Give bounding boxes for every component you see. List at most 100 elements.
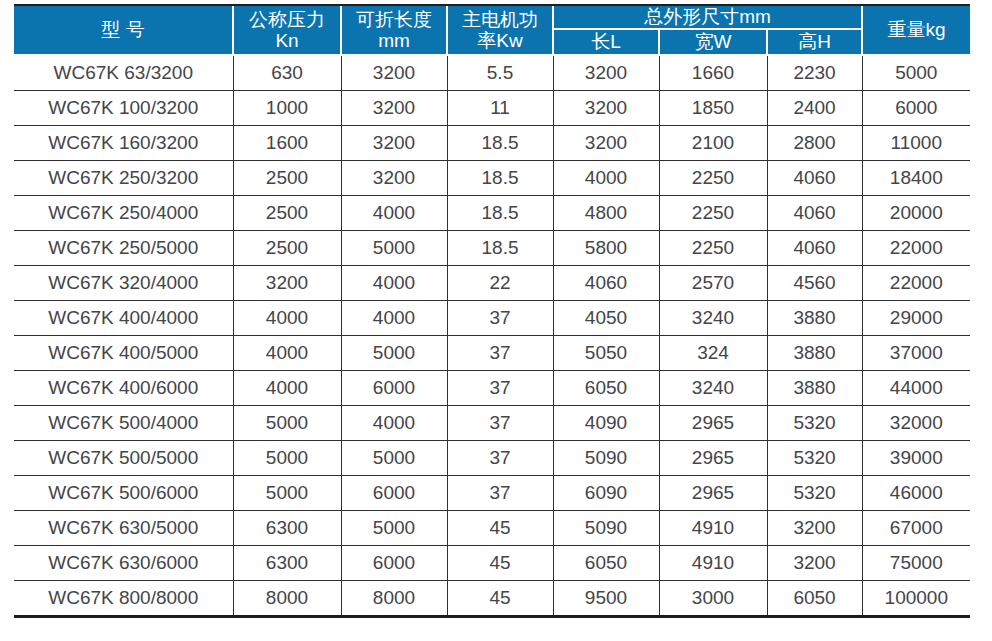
cell-fold-length-mm: 5000 xyxy=(341,511,447,546)
cell-length-l: 4060 xyxy=(553,266,659,301)
cell-length-l: 4800 xyxy=(553,196,659,231)
cell-nominal-pressure-kn: 4000 xyxy=(233,301,341,336)
cell-weight-kg: 5000 xyxy=(862,55,970,91)
cell-model: WC67K 250/3200 xyxy=(14,161,233,196)
cell-fold-length-mm: 6000 xyxy=(341,476,447,511)
cell-length-l: 5090 xyxy=(553,441,659,476)
cell-weight-kg: 22000 xyxy=(862,266,970,301)
cell-weight-kg: 75000 xyxy=(862,546,970,581)
cell-model: WC67K 160/3200 xyxy=(14,126,233,161)
cell-height-h: 3880 xyxy=(767,336,862,371)
cell-motor-power-kw: 37 xyxy=(447,301,553,336)
col-header-model: 型 号 xyxy=(14,6,233,55)
cell-width-w: 324 xyxy=(659,336,767,371)
cell-height-h: 5320 xyxy=(767,441,862,476)
cell-fold-length-mm: 4000 xyxy=(341,406,447,441)
table-row: WC67K 500/500050005000375090296553203900… xyxy=(14,441,970,476)
cell-length-l: 6050 xyxy=(553,371,659,406)
cell-width-w: 2100 xyxy=(659,126,767,161)
cell-model: WC67K 630/5000 xyxy=(14,511,233,546)
cell-nominal-pressure-kn: 2500 xyxy=(233,231,341,266)
cell-height-h: 4060 xyxy=(767,161,862,196)
col-header-nominal-pressure: 公称压力 Kn xyxy=(233,6,341,55)
spec-table: 型 号 公称压力 Kn 可折长度 mm 主电机功 率Kw 总外形尺寸mm xyxy=(14,6,970,615)
cell-motor-power-kw: 18.5 xyxy=(447,161,553,196)
cell-nominal-pressure-kn: 3200 xyxy=(233,266,341,301)
cell-nominal-pressure-kn: 5000 xyxy=(233,406,341,441)
cell-model: WC67K 400/6000 xyxy=(14,371,233,406)
cell-fold-length-mm: 8000 xyxy=(341,581,447,616)
cell-height-h: 4060 xyxy=(767,196,862,231)
table-row: WC67K 630/500063005000455090491032006700… xyxy=(14,511,970,546)
cell-nominal-pressure-kn: 8000 xyxy=(233,581,341,616)
cell-weight-kg: 67000 xyxy=(862,511,970,546)
cell-nominal-pressure-kn: 5000 xyxy=(233,476,341,511)
cell-fold-length-mm: 3200 xyxy=(341,55,447,91)
cell-motor-power-kw: 37 xyxy=(447,336,553,371)
cell-model: WC67K 250/5000 xyxy=(14,231,233,266)
cell-model: WC67K 500/5000 xyxy=(14,441,233,476)
col-header-height-h: 高H xyxy=(767,29,862,55)
cell-height-h: 2400 xyxy=(767,91,862,126)
col-header-weight: 重量kg xyxy=(862,6,970,55)
cell-model: WC67K 63/3200 xyxy=(14,55,233,91)
col-header-fold-length: 可折长度 mm xyxy=(341,6,447,55)
cell-width-w: 1850 xyxy=(659,91,767,126)
cell-width-w: 3240 xyxy=(659,371,767,406)
cell-width-w: 3240 xyxy=(659,301,767,336)
cell-weight-kg: 100000 xyxy=(862,581,970,616)
cell-nominal-pressure-kn: 6300 xyxy=(233,546,341,581)
cell-motor-power-kw: 18.5 xyxy=(447,196,553,231)
cell-fold-length-mm: 4000 xyxy=(341,266,447,301)
cell-model: WC67K 400/5000 xyxy=(14,336,233,371)
table-header: 型 号 公称压力 Kn 可折长度 mm 主电机功 率Kw 总外形尺寸mm xyxy=(14,6,970,55)
cell-weight-kg: 11000 xyxy=(862,126,970,161)
cell-model: WC67K 100/3200 xyxy=(14,91,233,126)
cell-width-w: 2965 xyxy=(659,476,767,511)
cell-nominal-pressure-kn: 2500 xyxy=(233,196,341,231)
cell-height-h: 6050 xyxy=(767,581,862,616)
cell-length-l: 5090 xyxy=(553,511,659,546)
cell-width-w: 2250 xyxy=(659,161,767,196)
cell-height-h: 3880 xyxy=(767,301,862,336)
col-header-model-label: 型 号 xyxy=(14,19,232,40)
cell-model: WC67K 250/4000 xyxy=(14,196,233,231)
cell-height-h: 3880 xyxy=(767,371,862,406)
cell-fold-length-mm: 6000 xyxy=(341,371,447,406)
cell-nominal-pressure-kn: 6300 xyxy=(233,511,341,546)
cell-motor-power-kw: 45 xyxy=(447,546,553,581)
cell-motor-power-kw: 45 xyxy=(447,511,553,546)
cell-length-l: 5800 xyxy=(553,231,659,266)
cell-length-l: 4000 xyxy=(553,161,659,196)
cell-length-l: 5050 xyxy=(553,336,659,371)
cell-motor-power-kw: 18.5 xyxy=(447,126,553,161)
cell-fold-length-mm: 3200 xyxy=(341,91,447,126)
cell-height-h: 5320 xyxy=(767,476,862,511)
cell-weight-kg: 6000 xyxy=(862,91,970,126)
cell-weight-kg: 37000 xyxy=(862,336,970,371)
cell-weight-kg: 22000 xyxy=(862,231,970,266)
cell-weight-kg: 18400 xyxy=(862,161,970,196)
table-body: WC67K 63/320063032005.53200166022305000W… xyxy=(14,55,970,615)
table-row: WC67K 63/320063032005.53200166022305000 xyxy=(14,55,970,91)
cell-motor-power-kw: 37 xyxy=(447,476,553,511)
table-row: WC67K 800/800080008000459500300060501000… xyxy=(14,581,970,616)
col-header-motor-power: 主电机功 率Kw xyxy=(447,6,553,55)
cell-weight-kg: 32000 xyxy=(862,406,970,441)
cell-nominal-pressure-kn: 4000 xyxy=(233,371,341,406)
cell-height-h: 2800 xyxy=(767,126,862,161)
cell-nominal-pressure-kn: 1600 xyxy=(233,126,341,161)
cell-width-w: 4910 xyxy=(659,546,767,581)
cell-model: WC67K 500/4000 xyxy=(14,406,233,441)
cell-model: WC67K 320/4000 xyxy=(14,266,233,301)
cell-fold-length-mm: 3200 xyxy=(341,126,447,161)
cell-model: WC67K 630/6000 xyxy=(14,546,233,581)
col-header-width-w: 宽W xyxy=(659,29,767,55)
cell-length-l: 4050 xyxy=(553,301,659,336)
cell-weight-kg: 39000 xyxy=(862,441,970,476)
cell-nominal-pressure-kn: 4000 xyxy=(233,336,341,371)
cell-motor-power-kw: 18.5 xyxy=(447,231,553,266)
cell-width-w: 2570 xyxy=(659,266,767,301)
cell-fold-length-mm: 4000 xyxy=(341,301,447,336)
cell-model: WC67K 400/4000 xyxy=(14,301,233,336)
